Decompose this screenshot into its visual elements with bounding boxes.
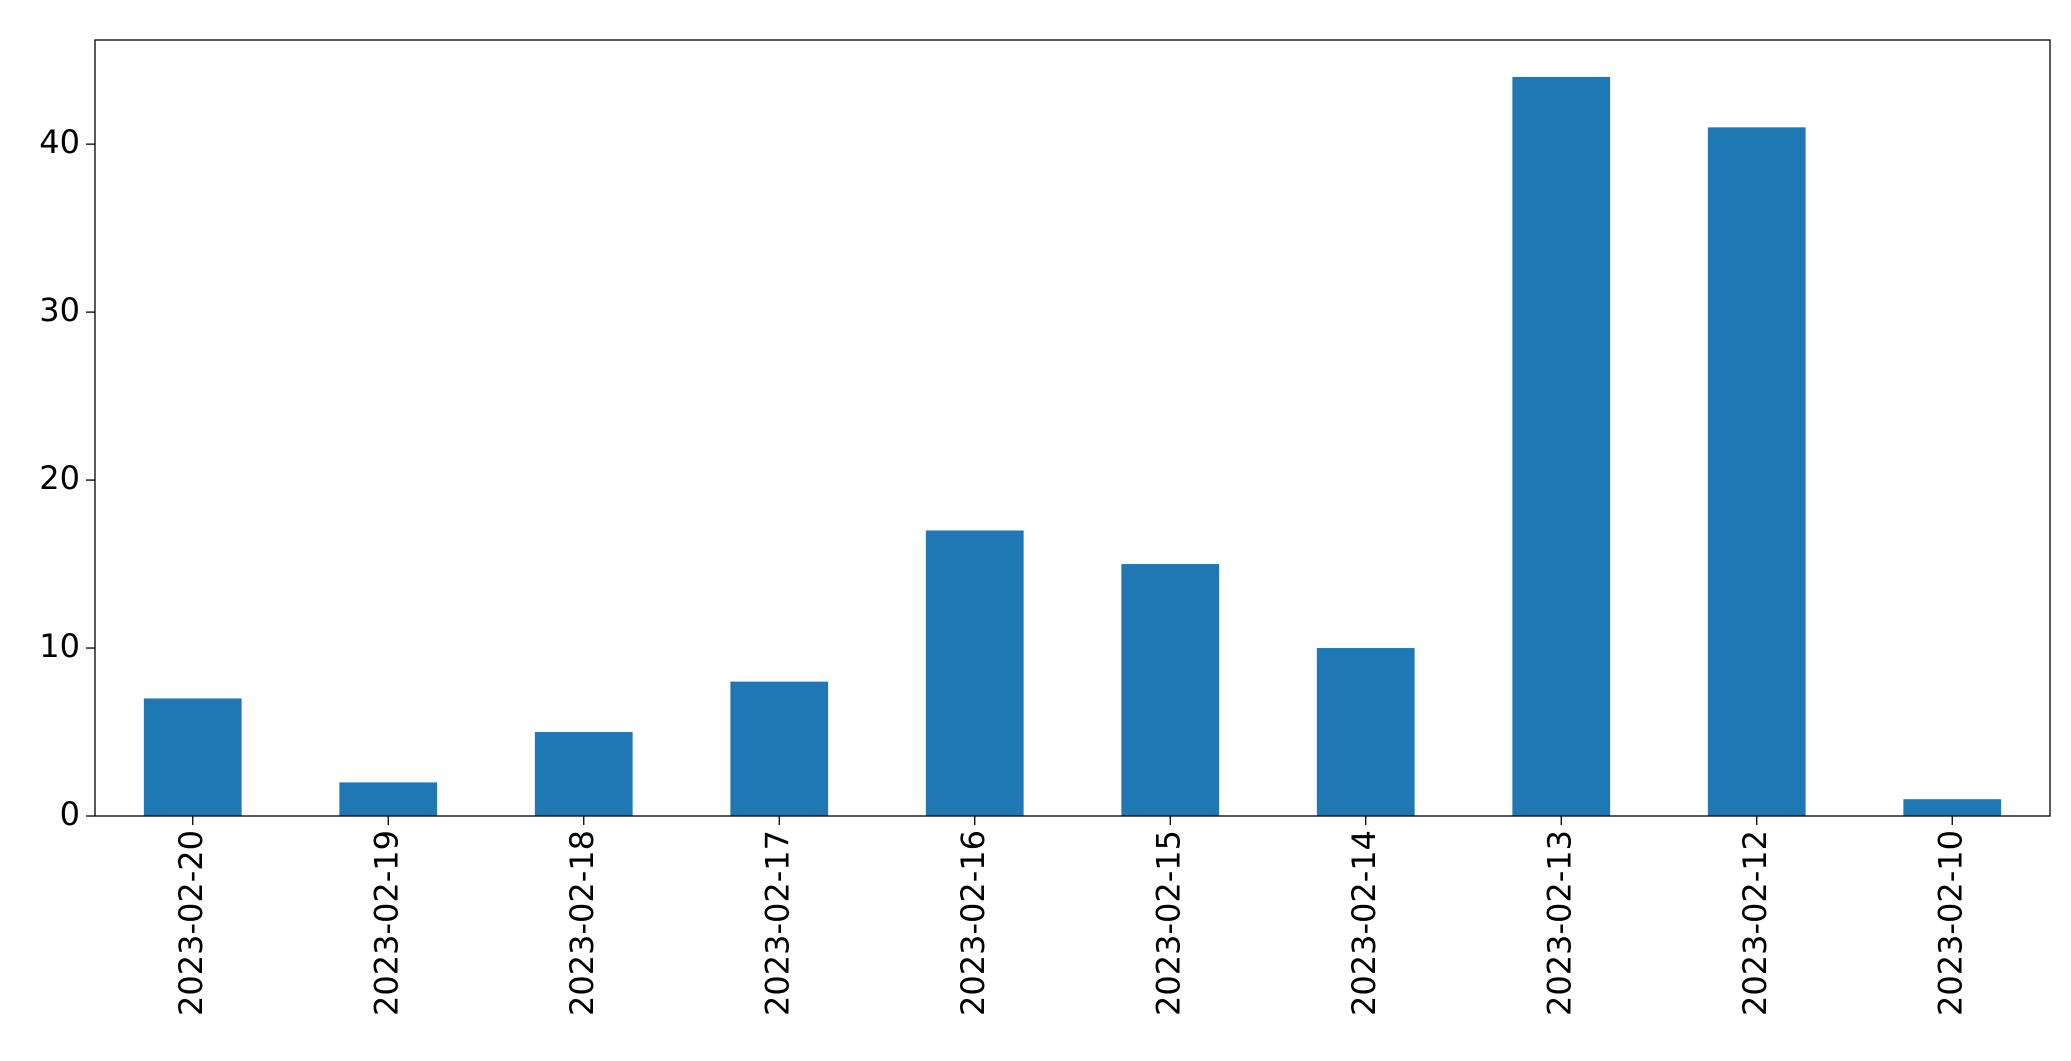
x-tick-label: 2023-02-12 xyxy=(1736,830,1774,1016)
y-tick-label: 40 xyxy=(39,123,80,161)
bar xyxy=(1316,648,1415,816)
bar xyxy=(339,782,438,816)
y-tick-label: 0 xyxy=(60,795,80,833)
bar xyxy=(1121,564,1220,816)
x-tick-label: 2023-02-17 xyxy=(758,830,796,1016)
bar xyxy=(143,698,242,816)
x-tick-label: 2023-02-20 xyxy=(172,830,210,1016)
bar xyxy=(1707,127,1806,817)
bar xyxy=(730,681,829,816)
bar xyxy=(1903,799,2002,816)
x-tick-label: 2023-02-13 xyxy=(1540,830,1578,1016)
x-tick-label: 2023-02-14 xyxy=(1345,830,1383,1016)
x-tick-label: 2023-02-18 xyxy=(563,830,601,1016)
bar xyxy=(534,732,633,816)
plot-frame xyxy=(94,39,2051,817)
y-tick-label: 20 xyxy=(39,459,80,497)
x-tick-label: 2023-02-19 xyxy=(367,830,405,1016)
bar xyxy=(1512,76,1611,816)
x-tick-label: 2023-02-15 xyxy=(1149,830,1187,1016)
y-tick-label: 10 xyxy=(39,627,80,665)
y-tick-label: 30 xyxy=(39,291,80,329)
bar xyxy=(925,530,1024,816)
x-tick-label: 2023-02-10 xyxy=(1931,830,1969,1016)
x-tick-label: 2023-02-16 xyxy=(954,830,992,1016)
